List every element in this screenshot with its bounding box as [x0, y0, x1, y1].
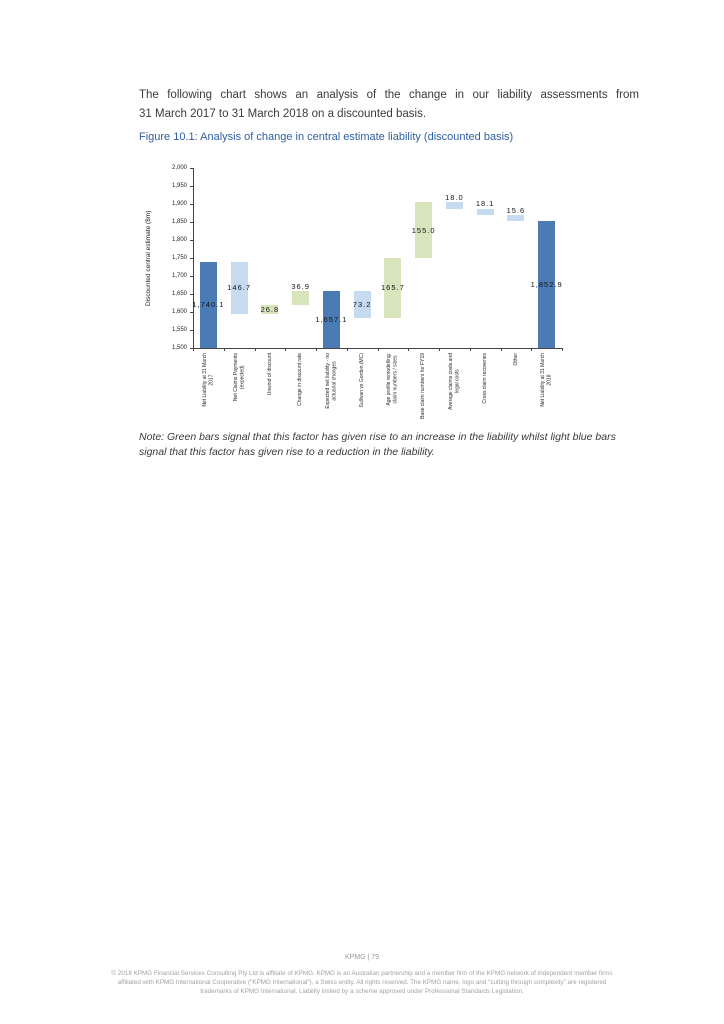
bar-value-label: 1,657.1: [315, 315, 348, 325]
bar-value-label: 36.9: [291, 281, 310, 291]
x-category-cell: Net Liability at 31 March 2018: [532, 353, 562, 407]
waterfall-bar-segment: [476, 208, 494, 216]
disclaimer-line-2: affiliated with KPMG International Coope…: [117, 979, 607, 986]
waterfall-bar-segment: [384, 258, 402, 318]
y-tick-mark: [190, 240, 193, 241]
y-axis-title: Discounted central estimate ($m): [145, 210, 152, 306]
x-category-cell: Sullivan vs Gordon (MC): [347, 353, 377, 407]
y-tick-mark: [190, 330, 193, 331]
bar-value-label: 165.7: [380, 283, 405, 293]
footer-page-number: KPMG | 79: [344, 954, 380, 961]
x-category-cell: Change in discount rate: [286, 353, 316, 406]
x-tick-mark: [439, 348, 440, 351]
chart-note: Note: Green bars signal that this factor…: [139, 430, 654, 459]
x-category-label: Cross claim recoveries: [481, 353, 488, 404]
x-tick-mark: [500, 348, 502, 351]
waterfall-bar-segment: [415, 202, 433, 259]
y-tick-label: 1,900: [171, 200, 187, 207]
y-tick-mark: [190, 348, 193, 349]
y-tick-label: 1,650: [171, 290, 187, 297]
y-tick-mark: [190, 186, 193, 187]
bar-value-label: 146.7: [227, 283, 252, 293]
x-tick-mark: [193, 348, 194, 351]
x-tick-mark: [377, 348, 379, 351]
waterfall-bar-segment: [322, 291, 340, 348]
waterfall-bar-segment: [230, 261, 248, 315]
x-tick-mark: [223, 348, 225, 351]
x-category-cell: Base claim numbers for FY19: [409, 353, 439, 419]
y-tick-label: 1,700: [171, 272, 187, 279]
note-line-1: Note: Green bars signal that this factor…: [139, 431, 616, 443]
bar-value-label: 155.0: [411, 225, 436, 235]
bar-value-label: 26.8: [260, 305, 280, 315]
x-tick-mark: [531, 348, 533, 351]
y-tick-mark: [190, 294, 193, 295]
bar-value-label: 18.1: [475, 199, 495, 209]
x-tick-mark: [469, 348, 471, 351]
x-category-cell: Age profile remodelling: claim numbers /…: [378, 353, 408, 406]
x-category-label: Change in discount rate: [297, 353, 304, 406]
y-axis-line: [193, 168, 194, 348]
y-tick-label: 1,950: [171, 182, 187, 189]
waterfall-bar-segment: [261, 304, 279, 315]
y-tick-mark: [190, 168, 193, 169]
waterfall-bar-segment: [292, 291, 310, 305]
x-category-label: Base claim numbers for FY19: [420, 353, 427, 419]
y-tick-label: 1,500: [171, 344, 187, 351]
x-tick-mark: [346, 348, 348, 351]
footer-disclaimer: © 2018 KPMG Financial Services Consultin…: [84, 969, 640, 996]
y-tick-mark: [190, 276, 193, 277]
y-tick-label: 1,600: [171, 308, 187, 315]
y-tick-label: 1,750: [171, 254, 187, 261]
y-tick-label: 1,550: [171, 326, 187, 333]
x-category-cell: Net Claims Payments (expected): [224, 353, 254, 401]
x-category-cell: Other: [501, 353, 531, 366]
waterfall-bar-segment: [199, 261, 217, 348]
waterfall-chart: Discounted central estimate ($m) 2,000 1,…: [140, 162, 585, 422]
x-category-cell: Unwind of discount: [255, 353, 285, 395]
x-category-cell: Expected net liability - no actuarial ch…: [316, 353, 346, 409]
bar-value-label: 1,740.1: [192, 300, 225, 310]
x-category-label: Sullivan vs Gordon (MC): [358, 353, 365, 408]
bar-value-label: 18.0: [445, 192, 464, 202]
x-category-label: Net Liability at 31 March 2017: [201, 353, 215, 407]
y-tick-mark: [190, 204, 193, 205]
y-tick-mark: [190, 258, 193, 259]
bar-value-label: 15.6: [506, 205, 526, 215]
x-category-label: Unwind of discount: [266, 353, 273, 396]
disclaimer-line-1: © 2018 KPMG Financial Services Consultin…: [111, 970, 613, 977]
waterfall-bar-segment: [538, 220, 556, 348]
x-category-label: Average claims costs and legal costs: [447, 353, 461, 410]
y-tick-label: 1,850: [171, 218, 187, 225]
figure-caption: Figure 10.1: Analysis of change in centr…: [139, 131, 514, 143]
y-tick-label: 2,000: [171, 164, 187, 171]
y-tick-mark: [190, 222, 193, 223]
x-tick-mark: [562, 348, 563, 351]
intro-line-2: 31 March 2017 to 31 March 2018 on a disc…: [139, 107, 427, 120]
x-category-label: Age profile remodelling: claim numbers /…: [386, 353, 399, 406]
x-tick-mark: [316, 348, 317, 351]
x-tick-mark: [285, 348, 287, 351]
y-tick-mark: [190, 312, 193, 313]
x-category-label: Other: [512, 353, 519, 366]
x-tick-mark: [254, 348, 256, 351]
waterfall-bar-segment: [353, 291, 371, 318]
x-category-cell: Average claims costs and legal costs: [439, 353, 469, 410]
x-category-cell: Net Liability at 31 March 2017: [193, 353, 223, 407]
bar-value-label: 73.2: [352, 300, 372, 310]
disclaimer-line-3: trademarks of KPMG International. Liabil…: [200, 988, 524, 995]
x-category-label: Net Claims Payments (expected): [232, 353, 246, 402]
waterfall-bar-segment: [445, 202, 463, 209]
intro-paragraph: The following chart shows an analysis of…: [139, 86, 639, 123]
intro-line-1: The following chart shows an analysis of…: [139, 89, 639, 101]
waterfall-bar-segment: [507, 215, 525, 221]
y-tick-label: 1,800: [171, 236, 187, 243]
x-tick-mark: [408, 348, 410, 351]
bar-value-label: 1,852.9: [530, 279, 563, 289]
note-line-2: signal that this factor has given rise t…: [139, 445, 435, 458]
x-category-cell: Cross claim recoveries: [470, 353, 500, 404]
x-category-label: Net Liability at 31 March 2018: [540, 353, 553, 407]
x-category-label: Expected net liability - no actuarial ch…: [324, 353, 338, 409]
